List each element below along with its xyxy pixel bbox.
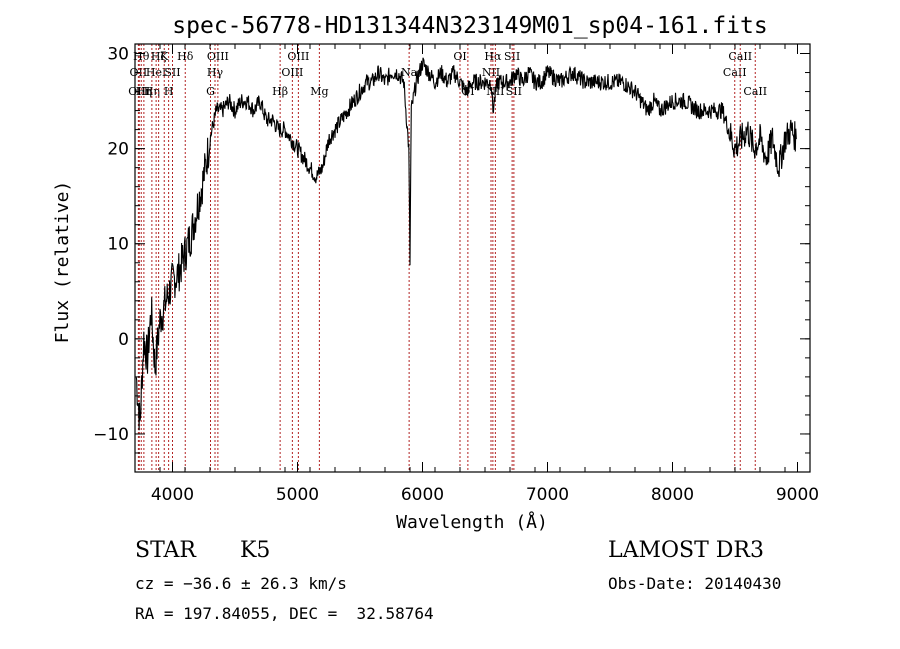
line-marker-label: Hβ [272,85,288,98]
line-marker-label: SII [164,66,180,79]
line-marker-label: SII [504,50,520,63]
y-tick-label: 30 [107,45,129,65]
coordinates-text: RA = 197.84055, DEC = 32.58764 [135,604,434,623]
spectrum-series [135,57,797,431]
line-marker-label: CaII [743,85,767,98]
line-marker-label: Hδ [177,50,194,63]
line-marker-label: NII [482,66,500,79]
y-tick-label: −10 [93,425,129,445]
y-tick-label: 0 [118,330,129,350]
spectral-line-markers: OIIOIIIHθHηHηHeIHζKHSIIHδGHγOIIIHβOIIIOI… [128,44,767,472]
line-marker-label: Mg [310,85,328,98]
line-marker-label: Hα [484,50,502,63]
line-marker-label: Hθ [133,50,150,63]
object-class: STAR [135,538,196,563]
survey-label: LAMOST DR3 [608,538,764,563]
line-marker-label: Hη [144,85,160,98]
line-marker-label: Hγ [207,66,224,79]
redshift-text: cz = −36.6 ± 26.3 km/s [135,574,347,593]
chart-title: spec-56778-HD131344N323149M01_sp04-161.f… [172,13,767,39]
x-tick-label: 7000 [526,485,569,505]
line-marker-label: Na [401,66,418,79]
y-axis-label: Flux (relative) [52,181,73,344]
x-axis-label: Wavelength (Å) [396,511,548,533]
x-tick-label: 8000 [651,485,694,505]
x-tick-label: 4000 [151,485,194,505]
line-marker-label: OIII [207,50,229,63]
y-tick-label: 20 [107,140,129,160]
line-marker-label: H [164,85,174,98]
object-subclass: K5 [240,538,271,563]
y-tick-label: 10 [107,235,129,255]
line-marker-label: SII [506,85,522,98]
line-marker-label: Hζ [151,50,167,63]
line-marker-label: OI [453,50,466,63]
obs-date-text: Obs-Date: 20140430 [608,574,782,593]
axis-ticks: 4000 5000 6000 7000 8000 9000 −10 0 10 20 30 [93,44,819,505]
line-marker-label: G [206,85,215,98]
x-tick-label: 9000 [776,485,819,505]
spectrum-line [135,57,797,431]
line-marker-label: CaII [728,50,752,63]
line-marker-label: OIII [287,50,309,63]
x-tick-label: 5000 [276,485,319,505]
plot-frame [134,43,811,473]
line-marker-label: Hη [136,85,152,98]
line-marker-label: CaII [723,66,747,79]
line-marker-label: K [160,50,169,63]
x-tick-label: 6000 [401,485,444,505]
line-marker-label: HeI [146,66,166,79]
line-marker-label: OIII [281,66,303,79]
